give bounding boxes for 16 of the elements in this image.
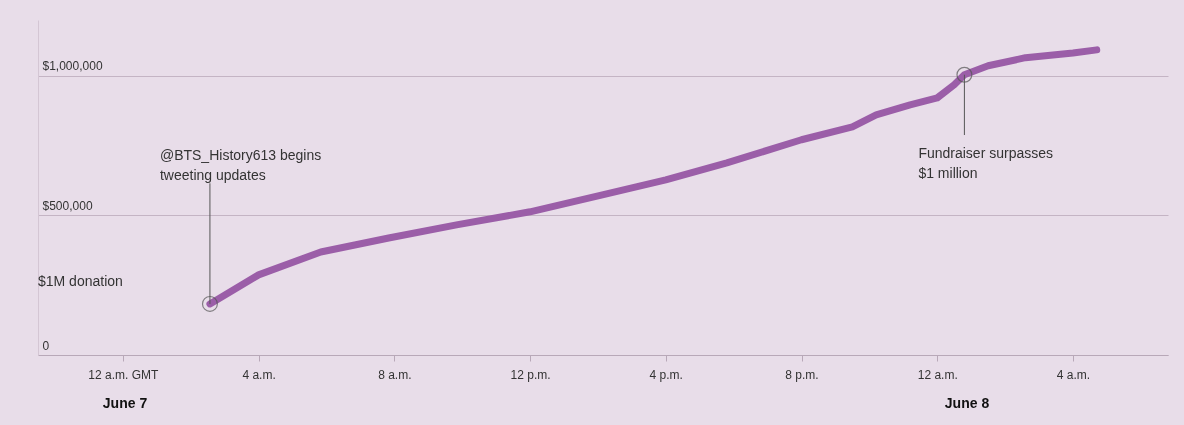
annotation: Fundraiser surpasses $1 million xyxy=(918,145,1054,182)
x-tick-label: 8 a.m. xyxy=(378,367,412,382)
x-tick-label: 8 p.m. xyxy=(785,367,819,382)
text: June 8 xyxy=(944,395,990,411)
annotation: @BTS_History613 begins tweeting updates xyxy=(159,147,322,184)
x-tick-label: 12 p.m. xyxy=(510,367,551,382)
x-tick-label: 4 a.m. xyxy=(242,367,276,382)
y-tick-label: 0 xyxy=(42,338,50,353)
y-tick-label: $1,000,000 xyxy=(42,59,103,74)
text: June 7 xyxy=(102,395,148,411)
x-tick-label: 12 a.m. GMT xyxy=(88,367,160,382)
annotation: $1M donation xyxy=(38,273,123,289)
x-tick-label: 12 a.m. xyxy=(917,367,958,382)
x-tick-label: 4 a.m. xyxy=(1056,367,1091,382)
x-tick-label: 4 p.m. xyxy=(649,367,683,382)
y-tick-label: $500,000 xyxy=(42,198,93,213)
